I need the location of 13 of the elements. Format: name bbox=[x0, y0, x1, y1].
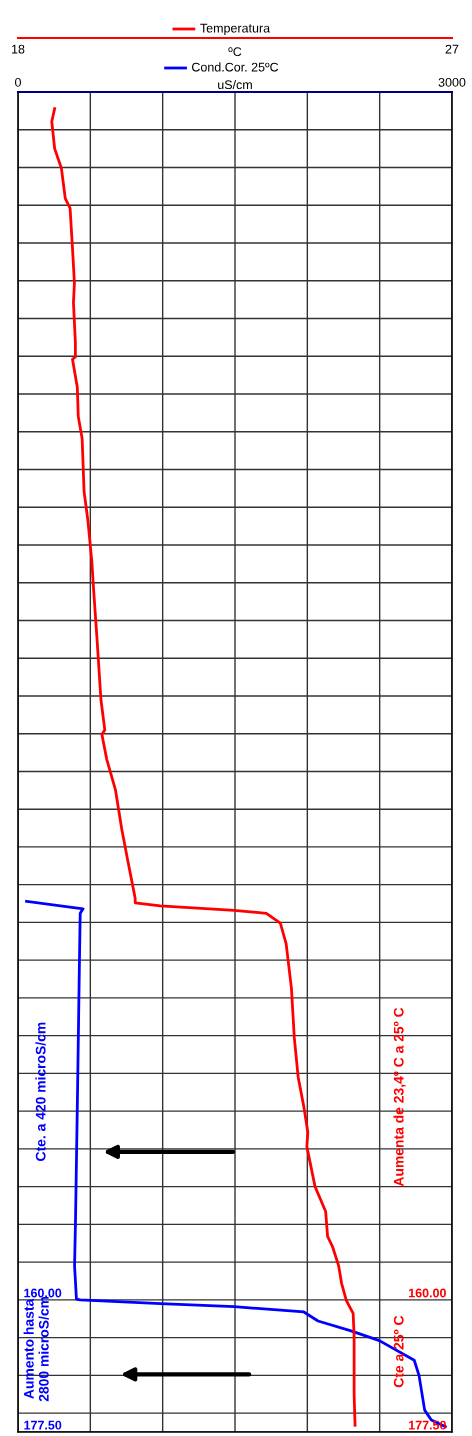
y2-tick-label: 160.00 bbox=[409, 1288, 446, 1298]
legend-label: Cond.Cor. 25ºC bbox=[192, 62, 279, 72]
annotation: Aumenta de 23,4º C a 25º C bbox=[393, 1007, 406, 1187]
annotation: Aumento hasta 2800 microS/cm bbox=[23, 1296, 49, 1402]
annotation: Cte a 25º C bbox=[393, 1315, 404, 1388]
legend-label: Temperatura bbox=[200, 23, 271, 35]
x2-tick-label: 27 bbox=[445, 44, 459, 54]
x2-axis-title: ºC bbox=[228, 47, 242, 57]
x-tick-label: 3000 bbox=[438, 77, 466, 87]
x-tick-label: 0 bbox=[15, 77, 21, 87]
x2-tick-label: 18 bbox=[12, 44, 25, 54]
annotation: Cte. a 420 microS/cm bbox=[35, 1022, 46, 1161]
x-axis-title: uS/cm bbox=[218, 79, 252, 90]
